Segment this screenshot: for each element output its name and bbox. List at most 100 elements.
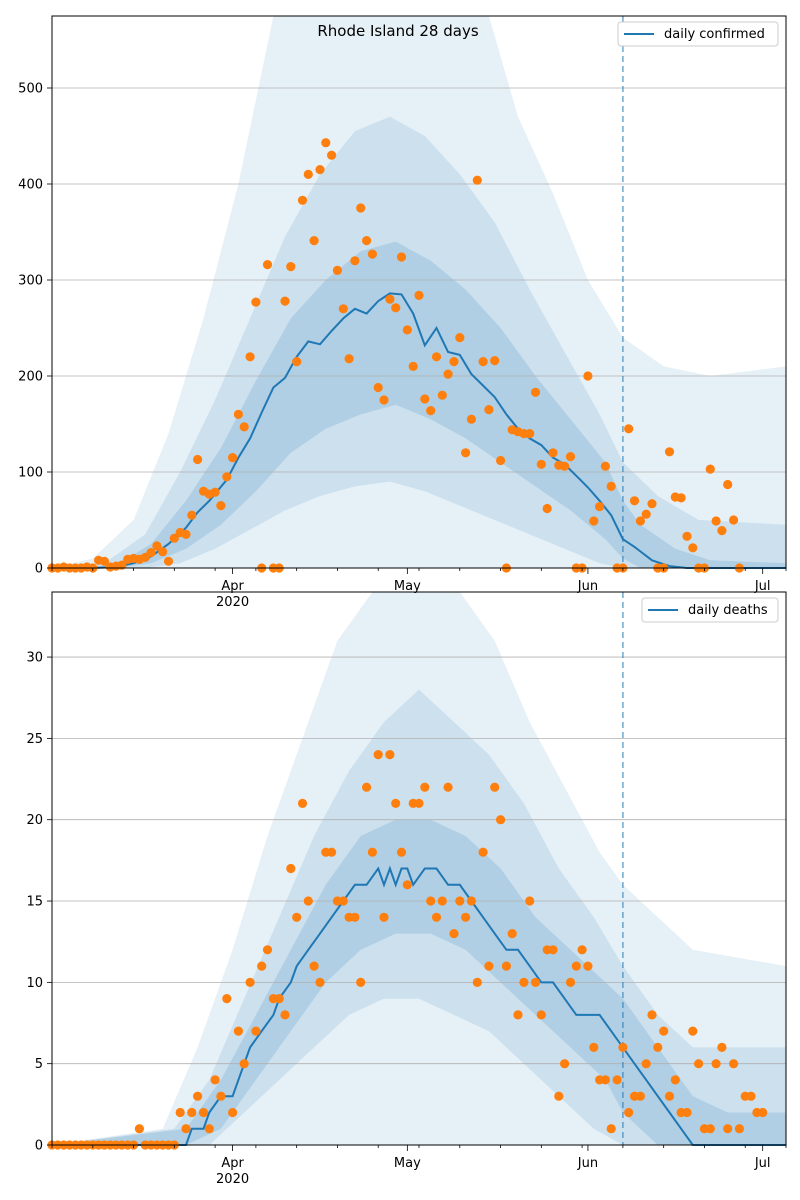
observed-point	[315, 165, 325, 175]
observed-point	[624, 1107, 634, 1118]
y-tick-label: 300	[18, 274, 43, 289]
gridlines-confirmed	[52, 87, 786, 473]
confidence-bands-deaths	[52, 592, 786, 1145]
observed-point	[262, 260, 273, 270]
observed-point	[437, 390, 447, 400]
observed-point	[362, 782, 372, 792]
observed-point	[653, 1042, 663, 1052]
observed-point	[618, 1042, 628, 1052]
observed-point	[490, 356, 500, 366]
x-tick-label: Apr	[221, 579, 244, 594]
observed-point	[373, 382, 383, 393]
observed-point	[251, 1026, 261, 1036]
observed-point	[694, 1059, 704, 1069]
observed-point	[216, 501, 226, 511]
observed-point	[472, 977, 482, 988]
observed-point	[437, 896, 447, 906]
observed-point	[332, 265, 342, 275]
observed-point	[303, 169, 313, 179]
observed-point	[262, 945, 273, 955]
observed-point	[484, 961, 494, 971]
observed-point	[146, 548, 156, 558]
observed-point	[507, 929, 517, 939]
observed-point	[565, 977, 576, 988]
observed-point	[670, 1075, 680, 1085]
observed-point	[152, 541, 162, 551]
observed-points-confirmed	[47, 138, 745, 573]
observed-point	[530, 977, 541, 988]
observed-point	[309, 236, 319, 246]
observed-point	[478, 847, 488, 857]
observed-point	[286, 863, 296, 874]
observed-point	[682, 531, 692, 541]
y-tick-label: 400	[18, 178, 43, 193]
observed-point	[391, 798, 401, 809]
observed-point	[309, 961, 319, 971]
observed-point	[356, 203, 366, 213]
observed-point	[560, 1059, 570, 1069]
observed-point	[158, 547, 168, 557]
legend-label-deaths: daily deaths	[688, 603, 768, 618]
observed-point	[373, 750, 383, 760]
observed-point	[612, 1075, 622, 1085]
observed-point	[443, 369, 453, 379]
observed-point	[193, 1091, 203, 1101]
observed-point	[461, 912, 471, 922]
y-tick-label: 30	[26, 651, 43, 666]
observed-point	[414, 798, 424, 809]
observed-point	[490, 782, 500, 792]
observed-point	[379, 395, 389, 405]
observed-point	[420, 394, 430, 404]
observed-point	[449, 929, 459, 939]
observed-point	[624, 424, 634, 434]
observed-point	[758, 1107, 768, 1118]
observed-point	[641, 509, 651, 519]
x-tick-label: Jun	[577, 579, 598, 594]
observed-point	[350, 256, 360, 266]
observed-point	[711, 516, 721, 526]
observed-point	[99, 556, 109, 566]
observed-point	[280, 1010, 290, 1020]
y-axis-confirmed: 0 100 200 300 400 500	[18, 82, 52, 577]
x-tick-label: Apr	[221, 1156, 244, 1171]
observed-point	[455, 333, 465, 343]
observed-point	[513, 1010, 523, 1020]
observed-point	[431, 912, 442, 922]
observed-point	[169, 533, 179, 543]
observed-point	[565, 452, 576, 462]
observed-point	[525, 429, 535, 439]
observed-point	[455, 896, 465, 906]
observed-point	[117, 560, 127, 570]
observed-point	[204, 1124, 214, 1134]
observed-point	[519, 977, 529, 988]
observed-point	[280, 296, 290, 306]
y-tick-label: 100	[18, 466, 43, 481]
observed-point	[187, 510, 197, 520]
observed-point	[664, 447, 675, 457]
x-tick-label: May	[394, 579, 421, 594]
observed-point	[600, 1075, 611, 1085]
observed-point	[396, 847, 407, 857]
observed-point	[233, 1026, 243, 1036]
y-tick-label: 5	[35, 1057, 43, 1072]
observed-point	[629, 496, 640, 506]
observed-point	[251, 297, 261, 307]
observed-point	[315, 977, 325, 988]
observed-point	[676, 493, 686, 503]
observed-point	[431, 352, 442, 362]
mean-line-confirmed	[52, 292, 786, 569]
observed-point	[571, 961, 581, 971]
observed-point	[729, 1059, 739, 1069]
y-tick-label: 25	[26, 732, 43, 747]
observed-point	[711, 1059, 721, 1069]
observed-point	[228, 453, 238, 463]
observed-point	[548, 945, 558, 955]
observed-point	[664, 1091, 675, 1101]
observed-point	[635, 1091, 646, 1101]
observed-point	[327, 847, 337, 857]
observed-point	[210, 1075, 220, 1085]
observed-point	[501, 961, 511, 971]
observed-point	[688, 543, 698, 553]
